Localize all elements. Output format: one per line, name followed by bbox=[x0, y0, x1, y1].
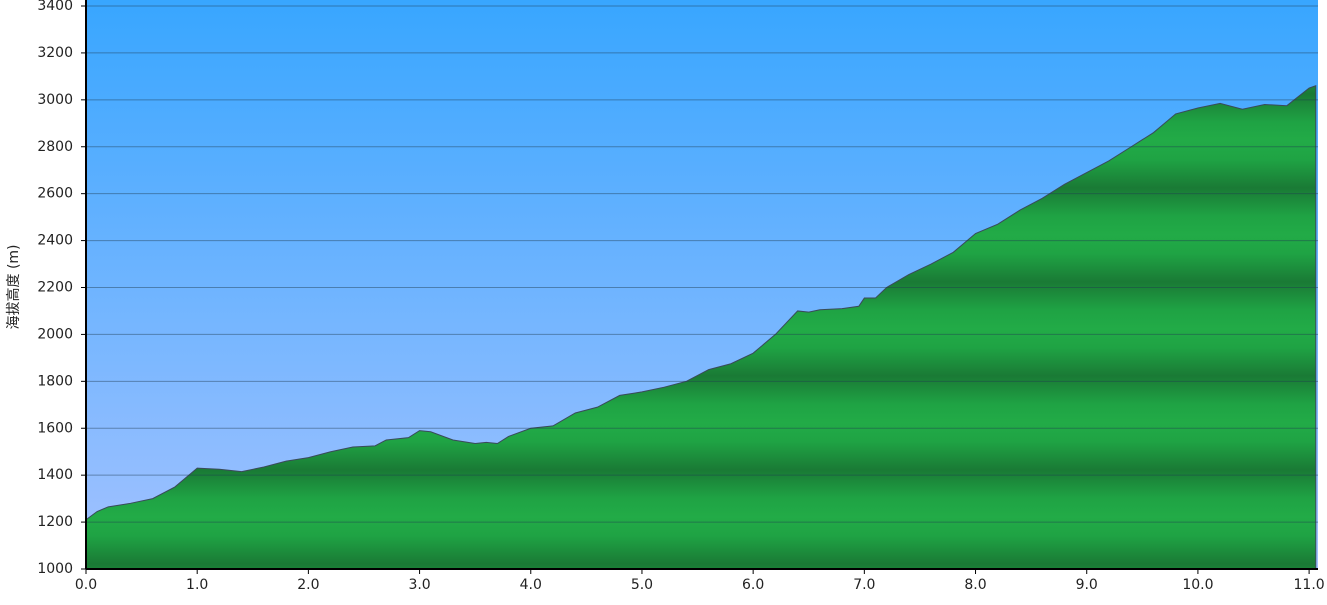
y-tick-label: 1400 bbox=[37, 467, 73, 483]
x-tick-label: 9.0 bbox=[1076, 577, 1098, 593]
x-tick-label: 11.0 bbox=[1294, 577, 1325, 593]
x-tick-label: 6.0 bbox=[742, 577, 764, 593]
y-tick-label: 1000 bbox=[37, 561, 73, 577]
area bbox=[85, 85, 1317, 570]
y-tick-label: 2000 bbox=[37, 326, 73, 342]
y-tick-label: 1200 bbox=[37, 514, 73, 530]
y-tick-label: 2400 bbox=[37, 233, 73, 249]
x-tick-label: 5.0 bbox=[631, 577, 653, 593]
y-tick-label: 1800 bbox=[37, 373, 73, 389]
y-tick-label: 2200 bbox=[37, 280, 73, 296]
x-tick-label: 0.0 bbox=[75, 577, 97, 593]
x-tick-label: 7.0 bbox=[853, 577, 875, 593]
x-tick-label: 8.0 bbox=[964, 577, 986, 593]
y-tick-label: 3200 bbox=[37, 45, 73, 61]
y-tick-label: 3000 bbox=[37, 92, 73, 108]
x-tick-label: 3.0 bbox=[408, 577, 430, 593]
y-tick-label: 2800 bbox=[37, 139, 73, 155]
y-tick-label: 1600 bbox=[37, 420, 73, 436]
x-tick-label: 2.0 bbox=[297, 577, 319, 593]
x-tick-label: 10.0 bbox=[1182, 577, 1213, 593]
y-tick-label: 3400 bbox=[37, 0, 73, 14]
y-axis-label: 海拔高度 (m) bbox=[5, 244, 22, 329]
x-tick-label: 1.0 bbox=[186, 577, 208, 593]
x-tick-label: 4.0 bbox=[520, 577, 542, 593]
y-tick-label: 2600 bbox=[37, 186, 73, 202]
